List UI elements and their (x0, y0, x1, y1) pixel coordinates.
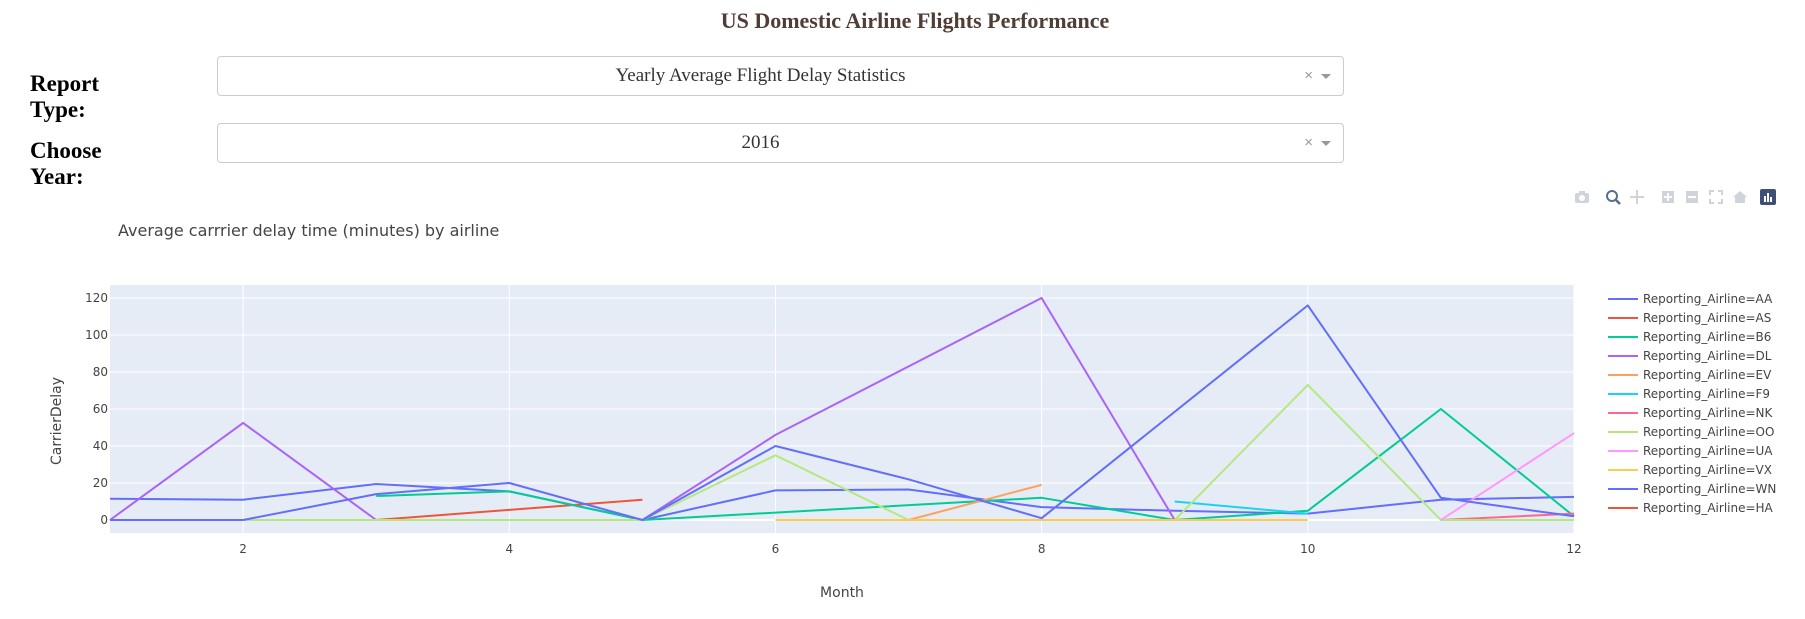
clear-icon[interactable]: × (1304, 134, 1313, 151)
legend-label: Reporting_Airline=DL (1643, 349, 1772, 363)
x-tick-label: 8 (1038, 542, 1046, 556)
zoom-icon[interactable] (1604, 188, 1622, 206)
clear-icon[interactable]: × (1304, 67, 1313, 84)
legend-item[interactable]: Reporting_Airline=F9 (1608, 387, 1770, 401)
chart-title: Average carrrier delay time (minutes) by… (118, 221, 499, 240)
modebar (1573, 188, 1793, 208)
reset-axes-icon[interactable] (1731, 188, 1749, 206)
y-tick-label: 0 (100, 513, 108, 527)
legend-label: Reporting_Airline=OO (1643, 425, 1774, 439)
x-tick-label: 10 (1300, 542, 1315, 556)
zoom-in-icon[interactable] (1659, 188, 1677, 206)
camera-icon[interactable] (1573, 188, 1591, 206)
legend-label: Reporting_Airline=UA (1643, 444, 1773, 458)
legend-item[interactable]: Reporting_Airline=B6 (1608, 330, 1771, 344)
series-line[interactable] (376, 498, 643, 521)
x-tick-label: 2 (239, 542, 247, 556)
pan-icon[interactable] (1628, 188, 1646, 206)
legend-label: Reporting_Airline=VX (1643, 463, 1772, 477)
legend-label: Reporting_Airline=F9 (1643, 387, 1770, 401)
y-tick-label: 80 (93, 365, 108, 379)
legend-label: Reporting_Airline=HA (1643, 501, 1774, 515)
legend-label: Reporting_Airline=NK (1643, 406, 1774, 420)
x-tick-label: 6 (772, 542, 780, 556)
x-axis-title: Month (820, 585, 864, 601)
year-value: 2016 (741, 132, 780, 153)
x-tick-label: 12 (1566, 542, 1581, 556)
legend-label: Reporting_Airline=B6 (1643, 330, 1771, 344)
y-tick-label: 120 (85, 291, 108, 305)
legend-item[interactable]: Reporting_Airline=OO (1608, 425, 1774, 439)
year-label: Choose Year: (30, 138, 102, 189)
legend-item[interactable]: Reporting_Airline=NK (1608, 406, 1774, 420)
legend-label: Reporting_Airline=WN (1643, 482, 1776, 496)
zoom-out-icon[interactable] (1683, 188, 1701, 206)
report-type-label: Report Type: (30, 71, 99, 122)
legend-item[interactable]: Reporting_Airline=EV (1608, 368, 1772, 382)
autoscale-icon[interactable] (1707, 188, 1725, 206)
legend-item[interactable]: Reporting_Airline=UA (1608, 444, 1773, 458)
legend-item[interactable]: Reporting_Airline=AA (1608, 292, 1773, 306)
series-line[interactable] (110, 304, 1575, 521)
series-line[interactable] (109, 483, 1575, 521)
series-line[interactable] (1440, 432, 1575, 521)
series-line[interactable] (1440, 512, 1575, 521)
legend-item[interactable]: Reporting_Airline=HA (1608, 501, 1774, 515)
line-chart: Average carrrier delay time (minutes) by… (49, 221, 1776, 601)
legend-label: Reporting_Airline=EV (1643, 368, 1772, 382)
plotly-logo-icon[interactable] (1759, 188, 1777, 206)
chevron-down-icon[interactable] (1321, 74, 1331, 79)
legend[interactable]: Reporting_Airline=AA Reporting_Airline=AS… (1608, 292, 1776, 515)
report-type-dropdown[interactable]: Yearly Average Flight Delay Statistics × (217, 56, 1344, 96)
y-tick-label: 60 (93, 402, 108, 416)
series-lines (109, 297, 1575, 521)
report-type-value: Yearly Average Flight Delay Statistics (615, 65, 906, 86)
y-tick-label: 20 (93, 476, 108, 490)
legend-item[interactable]: Reporting_Airline=WN (1608, 482, 1776, 496)
year-dropdown[interactable]: 2016 × (217, 123, 1344, 163)
y-tick-label: 100 (85, 328, 108, 342)
y-tick-label: 40 (93, 439, 108, 453)
grid-lines (110, 285, 1575, 533)
legend-label: Reporting_Airline=AS (1643, 311, 1771, 325)
legend-item[interactable]: Reporting_Airline=VX (1608, 463, 1772, 477)
series-line[interactable] (376, 408, 1575, 521)
chevron-down-icon[interactable] (1321, 141, 1331, 146)
page-title: US Domestic Airline Flights Performance (720, 8, 1110, 33)
x-tick-label: 4 (505, 542, 513, 556)
legend-item[interactable]: Reporting_Airline=AS (1608, 311, 1771, 325)
legend-item[interactable]: Reporting_Airline=DL (1608, 349, 1772, 363)
legend-label: Reporting_Airline=AA (1643, 292, 1773, 306)
series-line[interactable] (1174, 500, 1308, 515)
y-axis-title: CarrierDelay (49, 377, 65, 465)
